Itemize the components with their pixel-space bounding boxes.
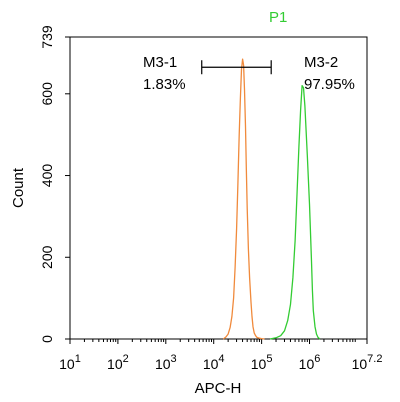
y-axis-label: Count <box>10 167 27 208</box>
gate-layer <box>201 60 272 75</box>
x-tick-base: 10 <box>251 356 267 372</box>
gate-m3-1-percent: 1.83% <box>143 76 186 93</box>
x-tick-exponent: 1 <box>75 353 81 365</box>
y-tick-label: 600 <box>39 82 55 106</box>
histogram-series-2 <box>269 84 321 340</box>
x-tick-exponent: 2 <box>123 353 129 365</box>
y-tick-label: 739 <box>39 25 55 49</box>
y-tick-label: 200 <box>39 245 55 269</box>
x-tick-label: 102 <box>107 353 129 372</box>
x-tick-label: 106 <box>299 353 321 372</box>
y-axis-ticks: 0 200 400 600 739 <box>39 25 70 343</box>
chart-title: P1 <box>269 9 287 26</box>
x-tick-base: 10 <box>299 356 315 372</box>
gate-m3-2-name: M3-2 <box>304 54 338 71</box>
x-axis-ticks: 101 102 103 104 105 106 107.2 <box>59 339 382 372</box>
y-tick-label: 400 <box>39 164 55 188</box>
x-tick-exponent: 5 <box>266 353 272 365</box>
x-tick-exponent: 4 <box>218 353 224 365</box>
series-layer <box>222 58 321 340</box>
gate-m3-1-name: M3-1 <box>143 54 177 71</box>
x-tick-base: 10 <box>352 356 368 372</box>
x-tick-label: 101 <box>59 353 81 372</box>
histogram-series-1 <box>222 58 265 340</box>
x-tick-base: 10 <box>155 356 171 372</box>
x-tick-base: 10 <box>59 356 75 372</box>
plot-frame <box>69 36 368 340</box>
x-tick-label: 107.2 <box>352 353 383 372</box>
gate-m3-2-percent: 97.95% <box>304 76 355 93</box>
x-tick-label: 104 <box>203 353 225 372</box>
x-tick-exponent: 3 <box>171 353 177 365</box>
x-axis-label: APC-H <box>195 380 242 397</box>
x-tick-label: 105 <box>251 353 273 372</box>
x-tick-base: 10 <box>107 356 123 372</box>
x-tick-exponent: 7.2 <box>367 353 382 365</box>
x-tick-label: 103 <box>155 353 177 372</box>
x-tick-base: 10 <box>203 356 219 372</box>
y-tick-label: 0 <box>39 335 55 343</box>
x-tick-exponent: 6 <box>314 353 320 365</box>
